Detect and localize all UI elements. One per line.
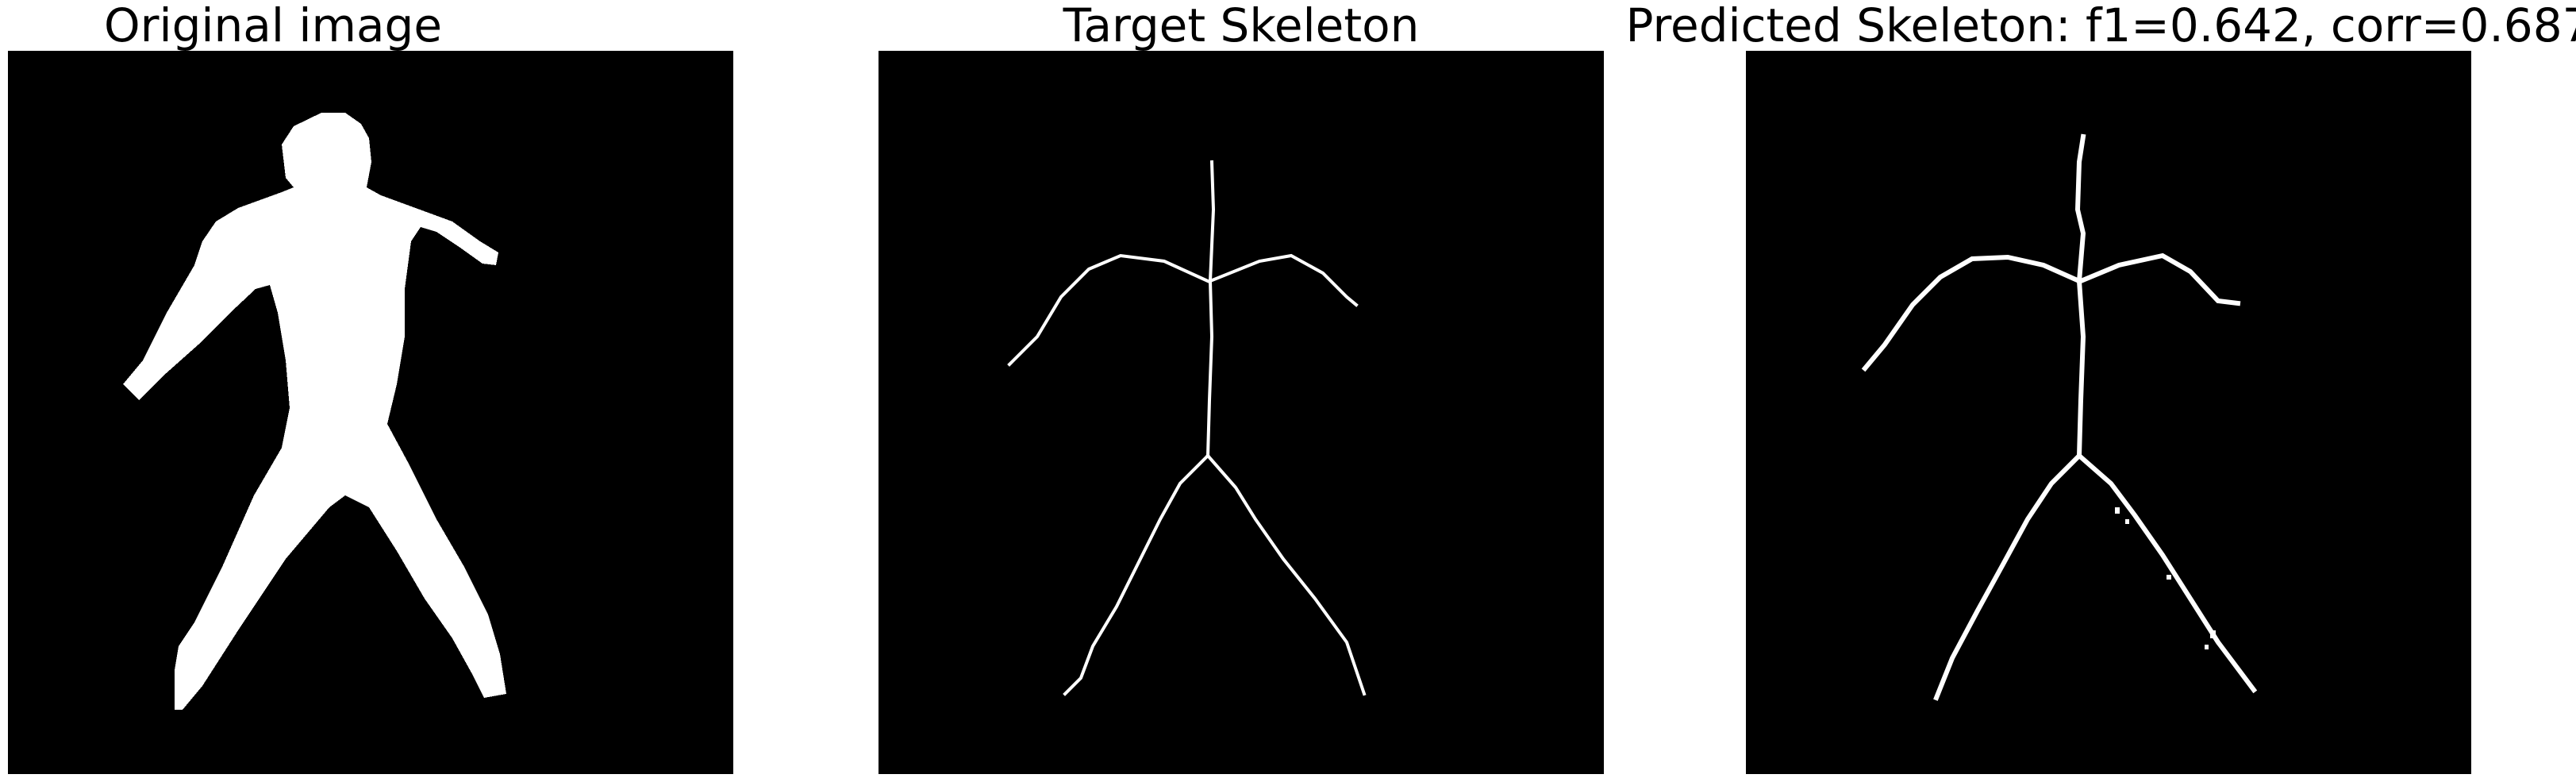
predicted-noise-blob xyxy=(2125,519,2129,524)
predicted-spine xyxy=(2074,133,2086,459)
target-left-leg xyxy=(1063,453,1210,696)
predicted-left-leg xyxy=(1933,452,2083,701)
human-silhouette xyxy=(123,113,506,710)
predicted-left-arm xyxy=(1861,254,2082,372)
panel-title-target: Target Skeleton xyxy=(1063,0,1420,52)
panel-title-predicted: Predicted Skeleton: f1=0.642, corr=0.687 xyxy=(1625,0,2576,52)
predicted-right-leg xyxy=(2075,452,2258,694)
predicted-skeleton-image xyxy=(1861,133,2258,701)
target-left-arm xyxy=(1007,253,1210,367)
target-skeleton-image xyxy=(1007,160,1367,696)
target-right-arm xyxy=(1208,253,1359,307)
original-silhouette-image xyxy=(123,113,506,710)
predicted-right-arm xyxy=(2078,252,2241,306)
predicted-noise-blob xyxy=(2210,630,2216,638)
panel-title-original: Original image xyxy=(103,0,443,52)
predicted-noise-blob xyxy=(2115,507,2120,514)
predicted-skeleton-panel xyxy=(1746,51,2471,774)
predicted-noise-blob xyxy=(2167,575,2171,580)
target-right-leg xyxy=(1205,453,1367,696)
predicted-noise-blob xyxy=(2205,645,2209,649)
original-image-panel xyxy=(8,51,733,774)
target-skeleton-panel xyxy=(879,51,1604,774)
target-spine xyxy=(1205,160,1216,458)
